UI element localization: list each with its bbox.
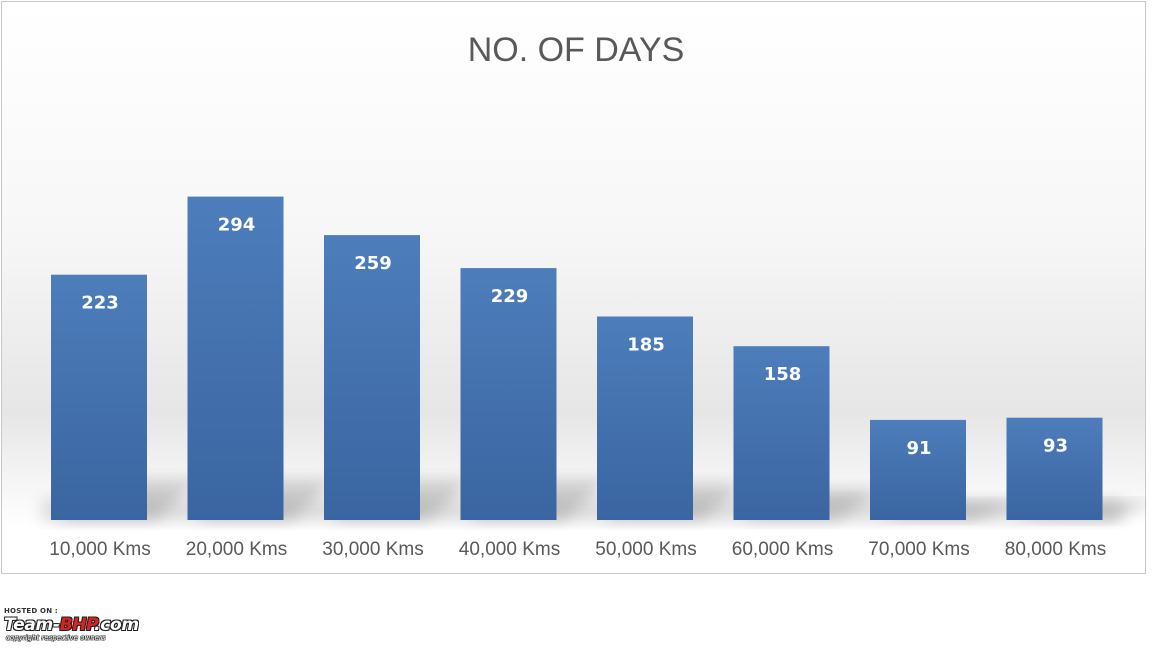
bar bbox=[187, 196, 284, 520]
chart-title: NO. OF DAYS bbox=[468, 31, 685, 69]
x-tick-label: 10,000 Kms bbox=[49, 539, 150, 560]
watermark-logo: HOSTED ON : Team-BHP.com copyright respe… bbox=[4, 607, 204, 647]
watermark-brand-part1: Team- bbox=[4, 615, 60, 635]
data-label: 229 bbox=[491, 286, 529, 307]
bars bbox=[51, 196, 1103, 520]
x-tick-label: 80,000 Kms bbox=[1005, 539, 1106, 560]
data-label: 185 bbox=[627, 335, 665, 356]
data-label: 259 bbox=[354, 253, 392, 274]
data-label: 93 bbox=[1043, 436, 1068, 457]
x-tick-label: 50,000 Kms bbox=[595, 539, 696, 560]
x-axis-tick-labels: 10,000 Kms 20,000 Kms 30,000 Kms 40,000 Kms… bbox=[49, 539, 1106, 560]
data-label: 91 bbox=[906, 438, 931, 459]
bar bbox=[51, 274, 147, 520]
bar bbox=[324, 235, 420, 520]
watermark-copyright: copyright respective owners bbox=[6, 634, 106, 642]
x-tick-label: 70,000 Kms bbox=[868, 539, 969, 560]
x-tick-label: 40,000 Kms bbox=[459, 539, 560, 560]
x-tick-label: 60,000 Kms bbox=[732, 539, 833, 560]
data-label: 223 bbox=[81, 293, 119, 314]
watermark-brand: Team-BHP.com bbox=[4, 615, 139, 635]
bar bbox=[870, 419, 966, 520]
chart-frame: NO. OF DAYS 223 294 259 229 185 158 91 93 10,00… bbox=[1, 1, 1147, 574]
watermark-brand-part3: .com bbox=[94, 615, 139, 635]
data-label: 158 bbox=[764, 364, 802, 385]
data-labels: 223 294 259 229 185 158 91 93 bbox=[81, 215, 1068, 459]
bar bbox=[597, 316, 693, 520]
bar-chart: NO. OF DAYS 223 294 259 229 185 158 91 93 10,00… bbox=[42, 31, 1147, 560]
x-tick-label: 20,000 Kms bbox=[186, 539, 287, 560]
bar bbox=[1006, 417, 1103, 520]
x-tick-label: 30,000 Kms bbox=[322, 539, 423, 560]
bar bbox=[460, 268, 557, 520]
bar bbox=[733, 346, 830, 520]
data-label: 294 bbox=[218, 215, 256, 236]
watermark-brand-part2: BHP bbox=[59, 615, 95, 635]
watermark-hosted-text: HOSTED ON : bbox=[4, 607, 58, 615]
